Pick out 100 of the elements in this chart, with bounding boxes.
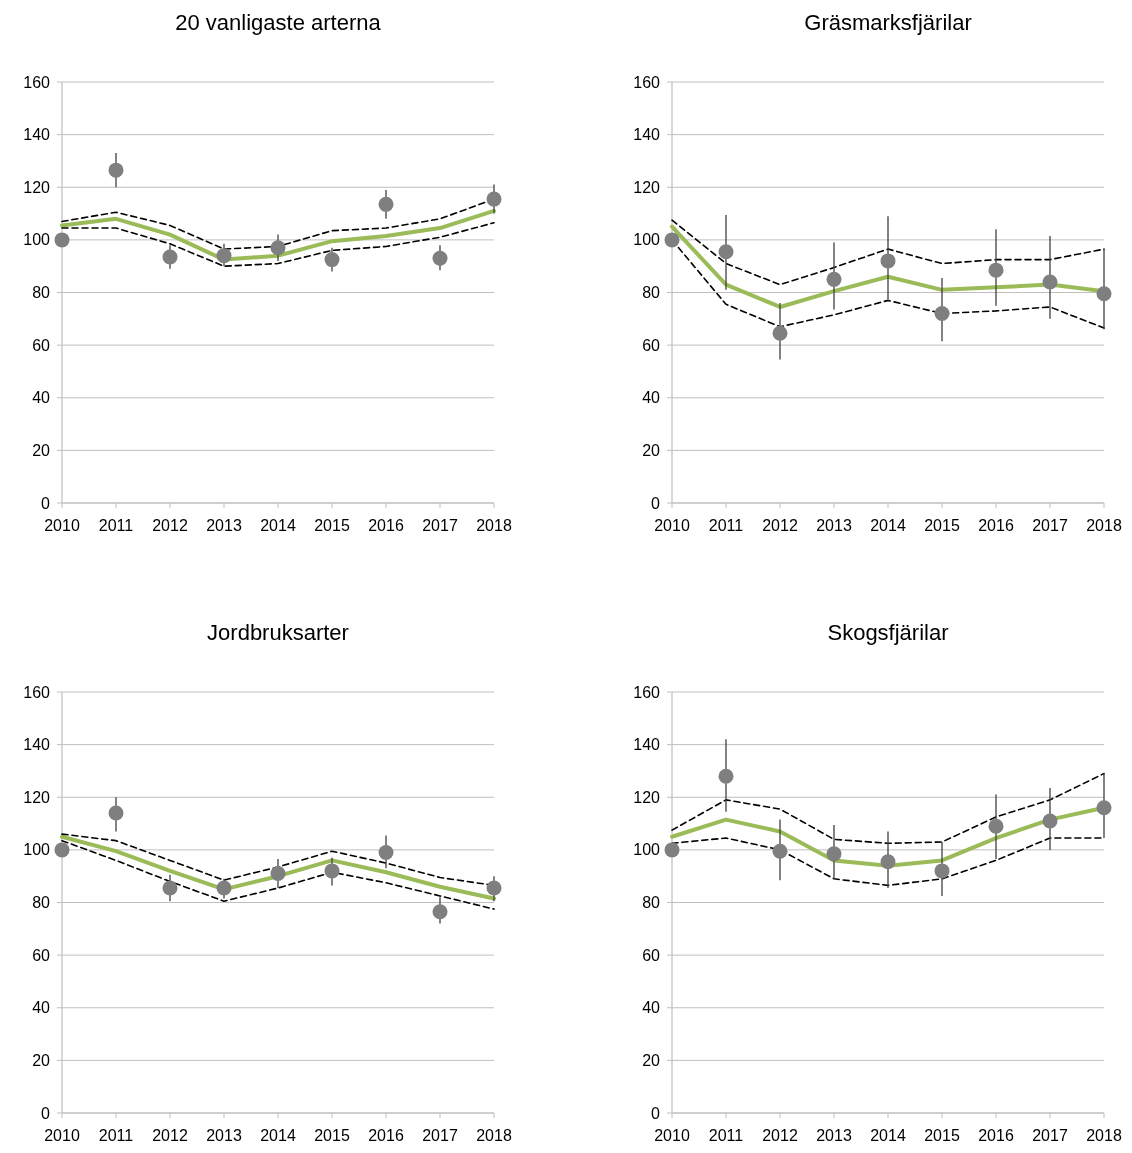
y-tick-label: 80 [642,284,661,302]
x-tick-label: 2018 [1086,517,1122,534]
point [162,249,178,265]
y-tick-label: 60 [32,336,51,354]
x-tick-label: 2011 [708,517,744,534]
x-tick-label: 2013 [206,517,242,534]
y-tick-label: 40 [32,389,51,407]
point [826,846,842,862]
chart-title: Jordbruksarter [207,620,349,645]
x-tick-label: 2015 [924,1127,960,1144]
y-tick-label: 120 [633,178,661,196]
x-tick-label: 2015 [924,517,960,534]
x-tick-label: 2010 [44,1127,80,1144]
x-tick-label: 2012 [762,517,798,534]
y-tick-label: 0 [651,494,661,512]
y-tick-label: 100 [23,231,51,249]
chart-title: Gräsmarksfjärilar [804,10,972,35]
point [108,805,124,821]
point [432,250,448,266]
y-tick-label: 20 [642,1051,661,1069]
y-tick-label: 80 [32,284,51,302]
y-tick-label: 120 [633,788,661,806]
y-tick-label: 120 [23,788,51,806]
point [664,232,680,248]
chart-title: 20 vanligaste arterna [175,10,382,35]
point [988,262,1004,278]
y-tick-label: 100 [633,231,661,249]
x-tick-label: 2017 [422,517,458,534]
point [432,904,448,920]
point [162,880,178,896]
point [216,248,232,264]
y-tick-label: 60 [642,946,661,964]
point [378,845,394,861]
y-tick-label: 40 [642,389,661,407]
y-tick-label: 0 [41,494,51,512]
line-series [671,219,1105,286]
x-tick-label: 2018 [476,1127,512,1144]
y-tick-label: 40 [642,999,661,1017]
x-tick-label: 2015 [314,1127,350,1144]
y-tick-label: 160 [633,683,661,701]
y-tick-label: 140 [23,126,51,144]
point [664,842,680,858]
x-tick-label: 2016 [978,1127,1014,1144]
x-tick-label: 2013 [206,1127,242,1144]
point [324,863,340,879]
point [718,768,734,784]
x-tick-label: 2018 [1086,1127,1122,1144]
point [988,818,1004,834]
point [1042,813,1058,829]
y-tick-label: 140 [23,736,51,754]
point [1096,800,1112,816]
point [880,854,896,870]
point [880,253,896,269]
y-tick-label: 0 [651,1104,661,1122]
point [772,325,788,341]
point [826,271,842,287]
point [270,866,286,882]
point [270,240,286,256]
point [772,843,788,859]
y-tick-label: 20 [32,1051,51,1069]
y-tick-label: 100 [23,841,51,859]
x-tick-label: 2010 [654,517,690,534]
x-tick-label: 2011 [708,1127,744,1144]
y-tick-label: 160 [23,73,51,91]
x-tick-label: 2013 [816,1127,852,1144]
x-tick-label: 2014 [870,517,906,534]
y-tick-label: 100 [633,841,661,859]
x-tick-label: 2014 [260,517,296,534]
point [934,863,950,879]
x-tick-label: 2014 [260,1127,296,1144]
point [378,196,394,212]
x-tick-label: 2011 [98,517,134,534]
y-tick-label: 0 [41,1104,51,1122]
y-tick-label: 140 [633,736,661,754]
point [108,162,124,178]
x-tick-label: 2016 [368,517,404,534]
point [1042,274,1058,290]
x-tick-label: 2012 [152,517,188,534]
point [54,842,70,858]
x-tick-label: 2017 [422,1127,458,1144]
x-tick-label: 2018 [476,517,512,534]
x-tick-label: 2013 [816,517,852,534]
y-tick-label: 80 [642,894,661,912]
line-series [60,208,496,262]
y-tick-label: 160 [633,73,661,91]
x-tick-label: 2015 [314,517,350,534]
y-tick-label: 80 [32,894,51,912]
x-tick-label: 2016 [978,517,1014,534]
y-tick-label: 20 [32,441,51,459]
x-tick-label: 2017 [1032,517,1068,534]
point [718,244,734,260]
chart-title: Skogsfjärilar [827,620,949,645]
y-tick-label: 60 [642,336,661,354]
x-tick-label: 2011 [98,1127,134,1144]
x-tick-label: 2010 [44,517,80,534]
x-tick-label: 2017 [1032,1127,1068,1144]
x-tick-label: 2012 [152,1127,188,1144]
y-tick-label: 140 [633,126,661,144]
point [324,252,340,268]
x-tick-label: 2016 [368,1127,404,1144]
